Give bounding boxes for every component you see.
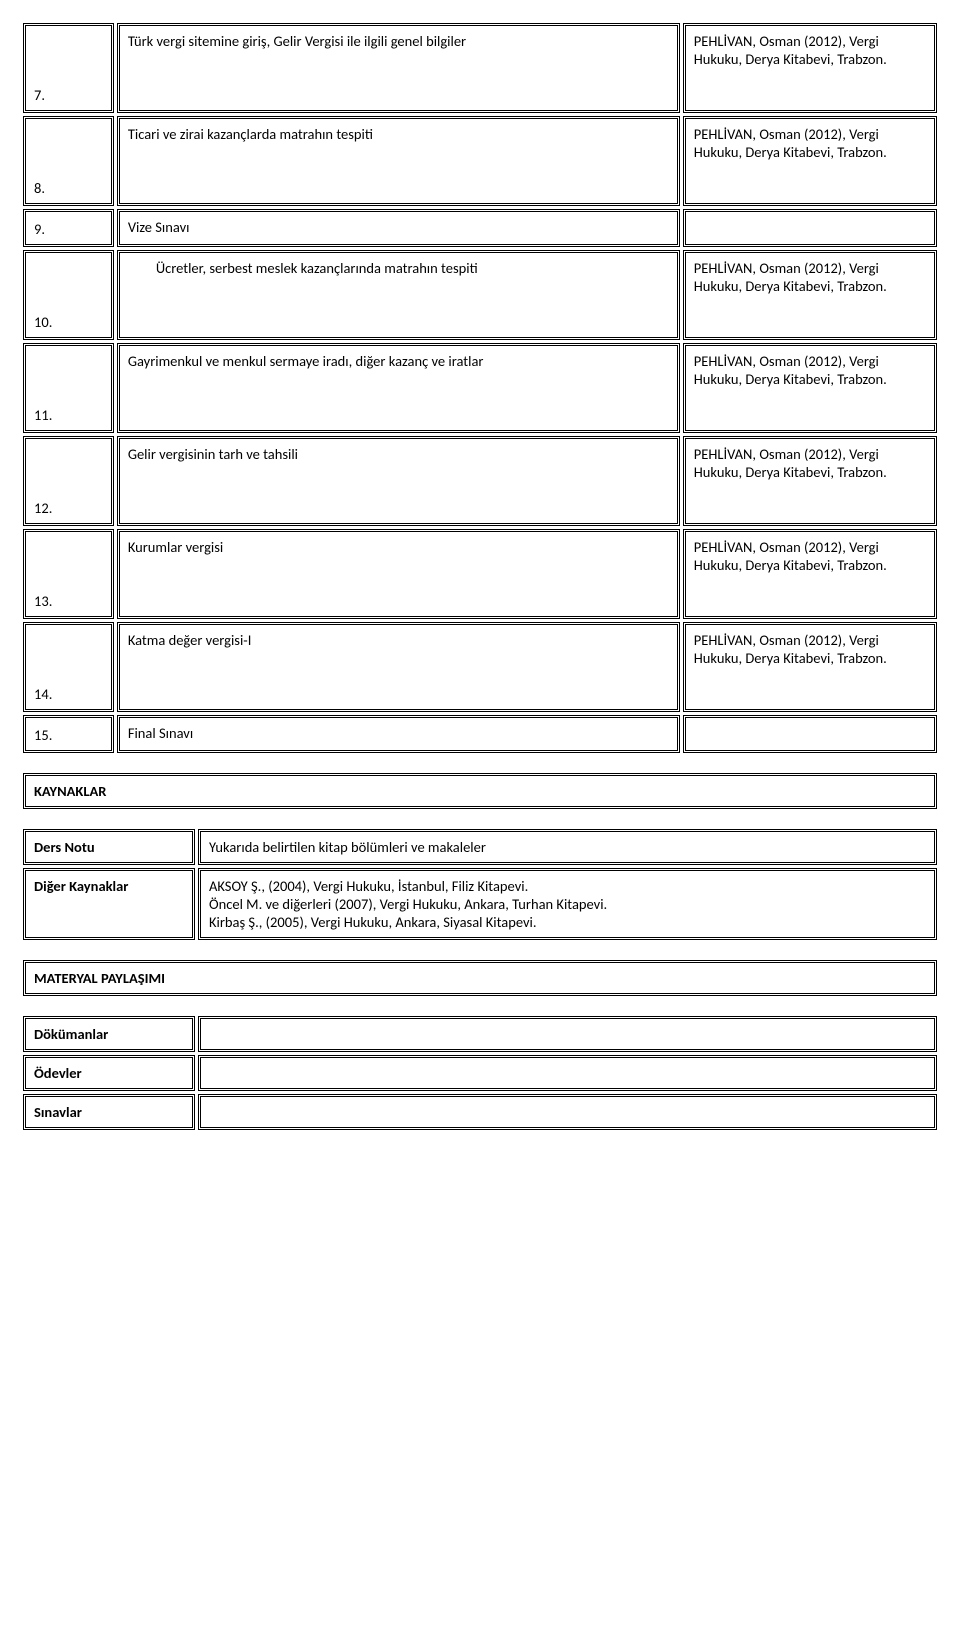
week-number: 8.	[23, 116, 114, 206]
week-reference: PEHLİVAN, Osman (2012), Vergi Hukuku, De…	[683, 622, 937, 712]
week-topic: Gelir vergisinin tarh ve tahsili	[117, 436, 680, 526]
week-topic: Vize Sınavı	[117, 209, 680, 247]
week-number: 14.	[23, 622, 114, 712]
week-reference: PEHLİVAN, Osman (2012), Vergi Hukuku, De…	[683, 529, 937, 619]
materials-value	[198, 1016, 937, 1052]
sources-key: Ders Notu	[23, 829, 195, 865]
week-reference: PEHLİVAN, Osman (2012), Vergi Hukuku, De…	[683, 23, 937, 113]
week-number: 13.	[23, 529, 114, 619]
materials-value	[198, 1055, 937, 1091]
materials-heading-table: MATERYAL PAYLAŞIMI	[20, 957, 940, 999]
weekly-topics-table: 7.Türk vergi sitemine giriş, Gelir Vergi…	[20, 20, 940, 756]
week-reference: PEHLİVAN, Osman (2012), Vergi Hukuku, De…	[683, 116, 937, 206]
week-reference: PEHLİVAN, Osman (2012), Vergi Hukuku, De…	[683, 436, 937, 526]
week-number: 15.	[23, 715, 114, 753]
week-number: 9.	[23, 209, 114, 247]
week-number: 12.	[23, 436, 114, 526]
materials-key: Dökümanlar	[23, 1016, 195, 1052]
week-topic: Gayrimenkul ve menkul sermaye iradı, diğ…	[117, 343, 680, 433]
sources-heading: KAYNAKLAR	[23, 773, 937, 809]
materials-key: Sınavlar	[23, 1094, 195, 1130]
sources-value: AKSOY Ş., (2004), Vergi Hukuku, İstanbul…	[198, 868, 937, 940]
materials-heading: MATERYAL PAYLAŞIMI	[23, 960, 937, 996]
week-topic: Ücretler, serbest meslek kazançlarında m…	[117, 250, 680, 340]
week-number: 11.	[23, 343, 114, 433]
materials-value	[198, 1094, 937, 1130]
week-reference: PEHLİVAN, Osman (2012), Vergi Hukuku, De…	[683, 343, 937, 433]
week-topic: Kurumlar vergisi	[117, 529, 680, 619]
week-number: 7.	[23, 23, 114, 113]
materials-key: Ödevler	[23, 1055, 195, 1091]
week-reference	[683, 715, 937, 753]
week-topic: Türk vergi sitemine giriş, Gelir Vergisi…	[117, 23, 680, 113]
week-reference	[683, 209, 937, 247]
sources-value: Yukarıda belirtilen kitap bölümleri ve m…	[198, 829, 937, 865]
sources-table: Ders NotuYukarıda belirtilen kitap bölüm…	[20, 826, 940, 943]
materials-table: DökümanlarÖdevlerSınavlar	[20, 1013, 940, 1133]
sources-heading-table: KAYNAKLAR	[20, 770, 940, 812]
week-number: 10.	[23, 250, 114, 340]
week-topic: Katma değer vergisi-I	[117, 622, 680, 712]
week-topic: Ticari ve zirai kazançlarda matrahın tes…	[117, 116, 680, 206]
week-topic: Final Sınavı	[117, 715, 680, 753]
sources-key: Diğer Kaynaklar	[23, 868, 195, 940]
week-reference: PEHLİVAN, Osman (2012), Vergi Hukuku, De…	[683, 250, 937, 340]
